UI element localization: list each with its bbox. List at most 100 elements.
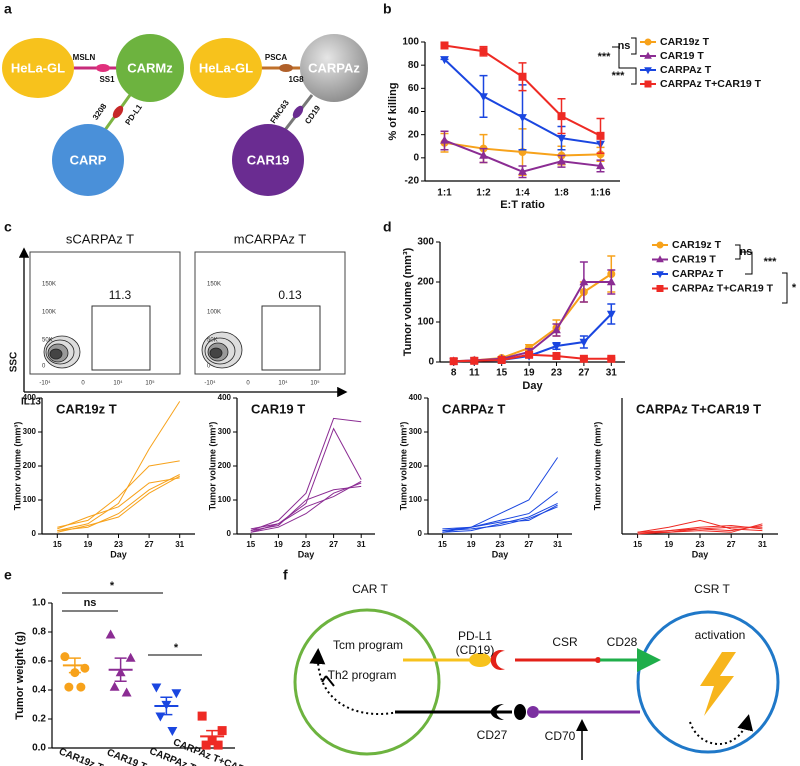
program: Tcm program [333,638,403,652]
marker [479,93,488,102]
x-tick-label: 23 [496,540,505,549]
flow-tick: 10⁵ [310,380,320,387]
gate [91,305,151,371]
series-line [442,491,558,530]
y-tick-label: 1.0 [32,598,46,609]
chart-title: CARPAz T+CAR19 T [636,401,761,416]
x-tick-label: 1:1 [437,188,452,199]
series-line [442,506,558,532]
annotation: * [110,580,115,592]
x-tick-label: 15 [438,540,447,549]
y-tick-label: 200 [409,461,423,470]
flow-tick: -10⁴ [204,380,216,387]
y-tick-label: 60 [408,83,420,94]
link-label: CD19 [303,103,322,125]
y-tick-label: 200 [23,461,37,470]
node-label: HeLa-GL [199,60,253,75]
y-tick-label: 300 [218,427,232,436]
binder [96,64,110,72]
flow-tick: 150K [207,282,221,288]
y-tick-label: 0.6 [32,656,46,667]
panel-label: a [4,1,12,17]
legend-marker [644,38,652,46]
label: PD-L1 [458,629,492,643]
legend-label: CARPAz T+CAR19 T [660,78,762,90]
annotation: * [792,282,797,294]
y-axis-label: Tumor volume (mm³) [207,422,217,511]
series-line [442,502,558,533]
ligand [469,653,491,667]
flow-title: sCARPAz T [66,231,134,246]
y-tick-label: 200 [417,277,434,288]
marker [525,350,534,359]
x-tick-label: 31 [606,368,618,379]
y-tick-label: 100 [23,495,37,504]
flow-tick: 50K [207,338,218,344]
x-tick-label: 31 [758,540,767,549]
contour [43,331,243,369]
cell [636,610,780,754]
x-tick-label: 27 [727,540,736,549]
x-tick-label: 19 [83,540,92,549]
y-tick-label: 100 [417,317,434,328]
series-line [250,482,362,533]
x-tick-label: CAR19 T [105,747,148,766]
receptor [490,704,504,720]
node-circle [2,38,74,98]
node-label: CARPAz [308,60,360,75]
annotation: *** [598,51,612,63]
series-line [250,480,362,533]
marker [449,357,458,366]
x-tick-label: 1:16 [590,188,610,199]
x-tick-label: 19 [274,540,283,549]
flow-tick: 50K [42,338,53,344]
marker [518,166,527,175]
y-tick-label: 20 [408,129,420,140]
x-tick-label: 27 [145,540,154,549]
chart-title: CAR19z T [56,401,117,416]
y-tick-label: 0 [428,357,434,368]
flow-tick: 0 [42,364,46,370]
node-circle [300,34,368,102]
annotation: *** [764,256,778,268]
y-axis-label: Tumor volume (mm³) [592,422,602,511]
link-label: FMC63 [268,98,291,125]
node-circle [190,38,262,98]
receptor [514,704,526,720]
marker [121,687,132,697]
legend-marker [644,80,652,88]
label: CSR [552,635,578,649]
panel-label: b [383,1,392,17]
series-line [57,475,180,533]
label: CD27 [477,728,508,742]
legend-marker [656,271,664,279]
marker [607,354,616,363]
flow-tick: 10⁵ [145,380,155,387]
node-label: CAR19 [247,152,290,167]
x-tick-label: 15 [496,368,508,379]
legend-label: CARPAz T [672,268,724,280]
x-tick-label: 27 [578,368,590,379]
x-tick-label: 19 [467,540,476,549]
legend-label: CARPAz T [660,64,712,76]
legend-marker [656,285,664,292]
series-line [57,460,180,528]
x-axis-label: E:T ratio [500,199,545,211]
marker [167,727,178,736]
bracket [740,251,753,275]
dotted-arrow [309,648,399,716]
error-bar [68,657,81,674]
flow-tick: -10⁴ [39,380,51,387]
y-tick-label: 100 [409,495,423,504]
marker [557,134,566,143]
axis-label: IL13 [21,397,41,408]
y-axis-label: Tumor volume (mm³) [12,422,22,511]
marker [60,652,70,662]
legend-marker [644,51,652,59]
annotation: ns [84,597,97,609]
y-tick-label: 300 [23,427,37,436]
legend-label: CAR19z T [672,239,722,251]
y-axis-label: % of killing [387,82,399,140]
series-line [442,504,558,533]
